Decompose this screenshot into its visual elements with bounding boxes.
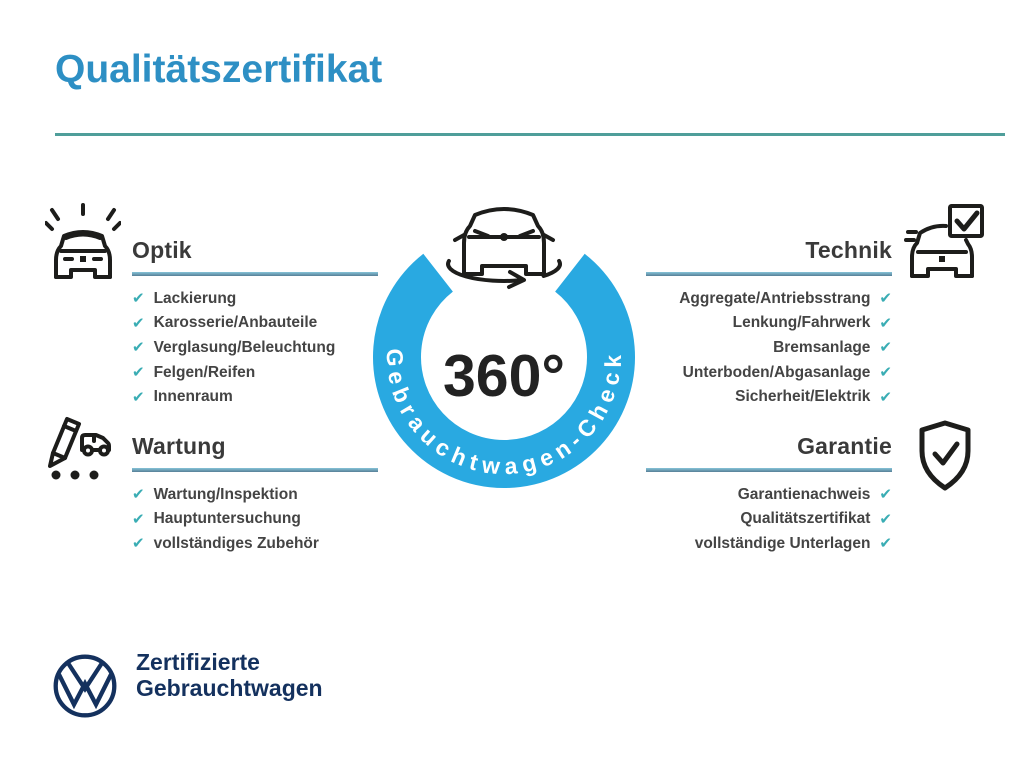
pencil-vehicle-icon <box>48 417 111 480</box>
item-label: Lenkung/Fahrwerk <box>732 314 871 332</box>
checklist-item: Bremsanlage ✔ <box>646 336 892 361</box>
checklist-item: ✔ Innenraum <box>132 385 378 410</box>
check-icon: ✔ <box>879 289 892 308</box>
item-label: Aggregate/Antriebsstrang <box>679 289 871 307</box>
item-label: Sicherheit/Elektrik <box>735 388 871 406</box>
check-icon: ✔ <box>132 363 145 382</box>
checklist-item: Unterboden/Abgasanlage ✔ <box>646 360 892 385</box>
checklist-item: ✔ vollständiges Zubehör <box>132 532 378 557</box>
section-garantie: Garantie Garantienachweis ✔ Qualitätszert… <box>646 432 892 556</box>
section-underline <box>646 468 892 472</box>
check-icon: ✔ <box>879 363 892 382</box>
optik-heading: Optik <box>132 237 192 263</box>
check-icon: ✔ <box>132 509 145 528</box>
wartung-checklist: ✔ Wartung/Inspektion ✔ Hauptuntersuchung ✔… <box>132 483 378 557</box>
checklist-item: vollständige Unterlagen ✔ <box>646 532 892 557</box>
section-technik: Technik Aggregate/Antriebsstrang ✔ Lenkun… <box>646 236 892 409</box>
check-icon: ✔ <box>132 534 145 553</box>
garantie-heading: Garantie <box>797 433 892 459</box>
checklist-item: ✔ Felgen/Reifen <box>132 360 378 385</box>
check-icon: ✔ <box>132 485 145 504</box>
checklist-item: ✔ Wartung/Inspektion <box>132 483 378 508</box>
checklist-item: ✔ Hauptuntersuchung <box>132 507 378 532</box>
degree-label: 360° <box>443 343 565 409</box>
car-checkbox-icon <box>904 204 984 278</box>
checklist-item: ✔ Verglasung/Beleuchtung <box>132 336 378 361</box>
checklist-item: ✔ Karosserie/Anbauteile <box>132 311 378 336</box>
check-icon: ✔ <box>132 338 145 357</box>
item-label: Garantienachweis <box>737 485 871 503</box>
item-label: vollständiges Zubehör <box>153 534 319 552</box>
item-label: Innenraum <box>153 388 233 406</box>
item-label: Lackierung <box>153 289 237 307</box>
brand-line-1: Zertifizierte <box>136 649 260 675</box>
check-icon: ✔ <box>879 338 892 357</box>
badge-ring <box>373 253 635 488</box>
wartung-heading: Wartung <box>132 433 226 459</box>
item-label: Bremsanlage <box>773 338 871 356</box>
check-icon: ✔ <box>132 387 145 406</box>
item-label: Qualitätszertifikat <box>740 510 871 528</box>
item-label: Felgen/Reifen <box>153 363 256 381</box>
sparkling-car-icon <box>45 203 121 279</box>
optik-checklist: ✔ Lackierung ✔ Karosserie/Anbauteile ✔ Verg… <box>132 287 378 410</box>
item-label: Wartung/Inspektion <box>153 485 298 503</box>
garantie-checklist: Garantienachweis ✔ Qualitätszertifikat ✔ v… <box>646 483 892 557</box>
item-label: Unterboden/Abgasanlage <box>682 363 871 381</box>
checklist-item: Qualitätszertifikat ✔ <box>646 507 892 532</box>
check-icon: ✔ <box>879 313 892 332</box>
rotating-car-icon <box>446 207 562 289</box>
360-badge: Gebrauchtwagen-Check 360° <box>373 207 635 488</box>
technik-heading: Technik <box>805 237 892 263</box>
checklist-item: Aggregate/Antriebsstrang ✔ <box>646 287 892 312</box>
item-label: Karosserie/Anbauteile <box>153 314 318 332</box>
item-label: Hauptuntersuchung <box>153 510 301 528</box>
brand-line-2: Gebrauchtwagen <box>136 674 323 701</box>
title-rule <box>55 133 1005 136</box>
check-icon: ✔ <box>132 289 145 308</box>
technik-checklist: Aggregate/Antriebsstrang ✔ Lenkung/Fahrwe… <box>646 287 892 410</box>
item-label: vollständige Unterlagen <box>694 534 871 552</box>
check-icon: ✔ <box>879 485 892 504</box>
page-title: Qualitätszertifikat <box>55 48 383 91</box>
item-label: Verglasung/Beleuchtung <box>153 338 336 356</box>
brand-lockup: Zertifizierte Gebrauchtwagen <box>136 649 323 701</box>
checklist-item: Lenkung/Fahrwerk ✔ <box>646 311 892 336</box>
checklist-item: Garantienachweis ✔ <box>646 483 892 508</box>
section-underline <box>646 272 892 276</box>
checklist-item: Sicherheit/Elektrik ✔ <box>646 385 892 410</box>
section-wartung: Wartung ✔ Wartung/Inspektion ✔ Hauptunters… <box>132 432 378 556</box>
shield-check-icon <box>919 420 971 491</box>
section-underline <box>132 468 378 472</box>
section-optik: Optik ✔ Lackierung ✔ Karosserie/Anbauteile… <box>132 236 378 409</box>
check-icon: ✔ <box>879 387 892 406</box>
checklist-item: ✔ Lackierung <box>132 287 378 312</box>
check-icon: ✔ <box>879 509 892 528</box>
section-underline <box>132 272 378 276</box>
check-icon: ✔ <box>132 313 145 332</box>
vw-logo <box>53 654 117 718</box>
check-icon: ✔ <box>879 534 892 553</box>
